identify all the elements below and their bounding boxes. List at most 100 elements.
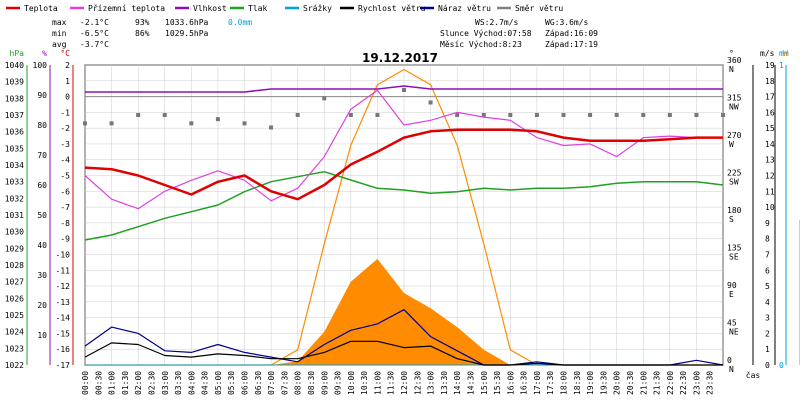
- series-pressure: [84, 170, 724, 241]
- axis-x-tick-31: 15:30: [493, 371, 502, 395]
- axis-pressure-tick-7: 1029: [5, 244, 24, 253]
- stat-wg: WG:3.6m/s: [545, 18, 589, 27]
- axis-temperature-tick-17: 0: [65, 93, 70, 102]
- axis-x-tick-32: 16:00: [506, 371, 515, 395]
- axis-pressure-tick-13: 1035: [5, 144, 24, 153]
- legend-label-3: Tlak: [248, 4, 267, 13]
- axis-wind-tick-11: 11: [765, 187, 775, 196]
- axis-wind-tick-0: 0: [765, 361, 770, 370]
- axis-x-tick-0: 00:00: [81, 371, 90, 395]
- axis-temperature-tick-13: -4: [60, 156, 70, 165]
- axis-humidity-tick-8: 90: [37, 91, 47, 100]
- axis-wind-tick-17: 17: [765, 93, 775, 102]
- wind-dir-point-15: [481, 113, 486, 117]
- axis-temperature-tick-18: 1: [65, 77, 70, 86]
- axis-wind-tick-6: 6: [765, 266, 770, 275]
- wind-dir-point-10: [348, 113, 353, 117]
- axis-wind-tick-18: 18: [765, 77, 775, 86]
- wind-dir-point-17: [534, 113, 539, 117]
- wind-dir-point-24: [721, 113, 725, 117]
- axis-humidity-tick-4: 50: [37, 211, 47, 220]
- axis-temperature-tick-8: -9: [60, 235, 70, 244]
- axis-pressure-tick-18: 1040: [5, 61, 24, 70]
- axis-x-tick-16: 08:00: [294, 371, 303, 395]
- axis-x-tick-20: 10:00: [347, 371, 356, 395]
- axis-x-tick-34: 17:00: [533, 371, 542, 395]
- axis-temperature-tick-6: -11: [56, 266, 71, 275]
- axis-x-tick-2: 01:00: [108, 371, 117, 395]
- axis-x-tick-40: 20:00: [613, 371, 622, 395]
- axis-temperature-tick-0: -17: [56, 361, 71, 370]
- axis-x-tick-12: 06:00: [241, 371, 250, 395]
- axis-direction-deg-4: 180: [727, 206, 742, 215]
- axis-x-tick-4: 02:00: [134, 371, 143, 395]
- axis-direction-deg-2: 90: [727, 281, 737, 290]
- axis-x-tick-7: 03:30: [174, 371, 183, 395]
- axis-wind-tick-8: 8: [765, 235, 770, 244]
- axis-humidity-tick-2: 30: [37, 271, 47, 280]
- chart-legend: Teplota Přízemní teplota Vlhkost Tlak Srážky…: [6, 4, 563, 13]
- stat-min-label: min: [52, 29, 67, 38]
- axis-x-tick-24: 12:00: [400, 371, 409, 395]
- axis-x-tick-27: 13:30: [440, 371, 449, 395]
- axis-wind-tick-19: 19: [765, 61, 775, 70]
- wind-dir-point-6: [242, 121, 247, 126]
- wind-dir-point-9: [322, 96, 327, 101]
- axis-wind-tick-9: 9: [765, 219, 770, 228]
- axis-x-tick-21: 10:30: [360, 371, 369, 395]
- axis-wind-unit: m/s: [760, 49, 775, 58]
- axis-temperature-tick-9: -8: [60, 219, 70, 228]
- axis-humidity-tick-5: 60: [37, 181, 47, 190]
- stat-max-hum: 93%: [135, 18, 150, 27]
- legend-label-0: Teplota: [24, 4, 58, 13]
- axis-pressure-tick-10: 1032: [5, 194, 24, 203]
- axis-pressure-tick-16: 1038: [5, 94, 24, 103]
- axis-x-tick-17: 08:30: [307, 371, 316, 395]
- axis-x-tick-25: 12:30: [413, 371, 422, 395]
- stat-moon-rise: Měsíc Východ:8:23: [440, 40, 522, 49]
- axis-pressure-tick-15: 1037: [5, 111, 24, 120]
- axis-wind-tick-10: 10: [765, 203, 775, 212]
- axis-x-tick-28: 14:00: [453, 371, 462, 395]
- axis-x-tick-26: 13:00: [427, 371, 436, 395]
- stat-min-temp: -6.5°C: [80, 29, 109, 38]
- wind-dir-point-5: [215, 117, 220, 122]
- axis-humidity-unit: %: [42, 49, 47, 58]
- axis-temperature-tick-10: -7: [60, 203, 70, 212]
- axis-direction-deg-6: 270: [727, 131, 742, 140]
- axis-solar-unit: W: [783, 49, 788, 58]
- axis-wind-tick-15: 15: [765, 124, 775, 133]
- axis-direction-deg-0: 0: [727, 356, 732, 365]
- wind-dir-point-23: [694, 113, 699, 117]
- wind-dir-point-19: [588, 113, 593, 117]
- series-humidity: [85, 85, 723, 93]
- axis-humidity-tick-7: 80: [37, 121, 47, 130]
- axis-x-tick-38: 19:00: [586, 371, 595, 395]
- axis-temperature-unit: °C: [60, 49, 70, 58]
- axis-pressure-tick-17: 1039: [5, 78, 24, 87]
- wind-dir-point-22: [667, 113, 672, 117]
- stat-moon-set: Západ:17:19: [545, 40, 598, 49]
- axis-temperature-tick-4: -13: [56, 298, 71, 307]
- axis-wind-tick-2: 2: [765, 329, 770, 338]
- axis-direction-deg-3: 135: [727, 244, 742, 253]
- axis-wind-tick-16: 16: [765, 108, 775, 117]
- axis-pressure-tick-1: 1023: [5, 344, 24, 353]
- axis-humidity-tick-1: 20: [37, 301, 47, 310]
- axis-temperature-tick-2: -15: [56, 329, 71, 338]
- axis-x-tick-46: 23:00: [692, 371, 701, 395]
- wind-dir-point-3: [162, 113, 167, 117]
- axis-x-tick-47: 23:30: [706, 371, 715, 395]
- axis-direction-dir-6: W: [729, 140, 734, 149]
- wind-dir-point-7: [269, 125, 274, 130]
- axis-temperature-tick-14: -3: [60, 140, 70, 149]
- axis-x-tick-15: 07:30: [280, 371, 289, 395]
- wind-dir-point-14: [455, 113, 460, 117]
- axis-direction-dir-7: NW: [729, 103, 739, 112]
- axis-pressure-tick-4: 1026: [5, 294, 24, 303]
- legend-label-7: Směr větru: [515, 4, 563, 13]
- stat-max-rain: 0.0mm: [228, 18, 252, 27]
- axis-wind-tick-13: 13: [765, 156, 775, 165]
- axis-x-tick-11: 05:30: [227, 371, 236, 395]
- series-wind-speed: [84, 340, 723, 366]
